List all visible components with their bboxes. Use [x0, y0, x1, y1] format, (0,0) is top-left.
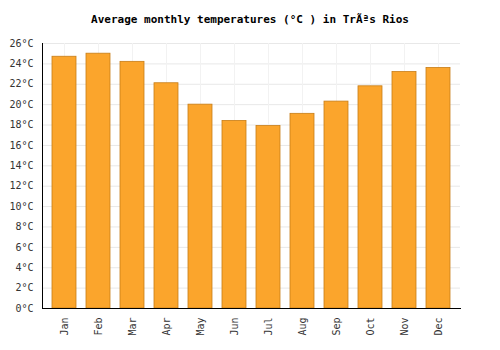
svg-text:Mar: Mar: [127, 318, 138, 336]
svg-text:Sep: Sep: [331, 318, 342, 336]
svg-text:Dec: Dec: [433, 318, 444, 336]
svg-text:Apr: Apr: [161, 318, 172, 336]
svg-text:6°C: 6°C: [15, 242, 33, 253]
svg-text:16°C: 16°C: [9, 140, 33, 151]
svg-text:Feb: Feb: [93, 318, 104, 336]
svg-text:4°C: 4°C: [15, 262, 33, 273]
svg-text:14°C: 14°C: [9, 160, 33, 171]
svg-text:Aug: Aug: [297, 318, 308, 336]
svg-text:Jan: Jan: [59, 318, 70, 336]
svg-text:10°C: 10°C: [9, 201, 33, 212]
svg-text:Jun: Jun: [229, 318, 240, 336]
html-text:Average monthly temperatures (: Average monthly temperatures (°C ) in Tr…: [91, 13, 409, 26]
svg-text:Oct: Oct: [365, 318, 376, 336]
svg-text:0°C: 0°C: [15, 303, 33, 314]
svg-text:26°C: 26°C: [9, 38, 33, 49]
svg-text:8°C: 8°C: [15, 221, 33, 232]
svg-text:12°C: 12°C: [9, 180, 33, 191]
svg-text:22°C: 22°C: [9, 78, 33, 89]
svg-text:24°C: 24°C: [9, 58, 33, 69]
svg-text:18°C: 18°C: [9, 119, 33, 130]
svg-text:20°C: 20°C: [9, 99, 33, 110]
svg-text:2°C: 2°C: [15, 282, 33, 293]
svg-text:May: May: [195, 318, 206, 336]
svg-text:Jul: Jul: [263, 318, 274, 336]
svg-text:Nov: Nov: [399, 318, 410, 336]
